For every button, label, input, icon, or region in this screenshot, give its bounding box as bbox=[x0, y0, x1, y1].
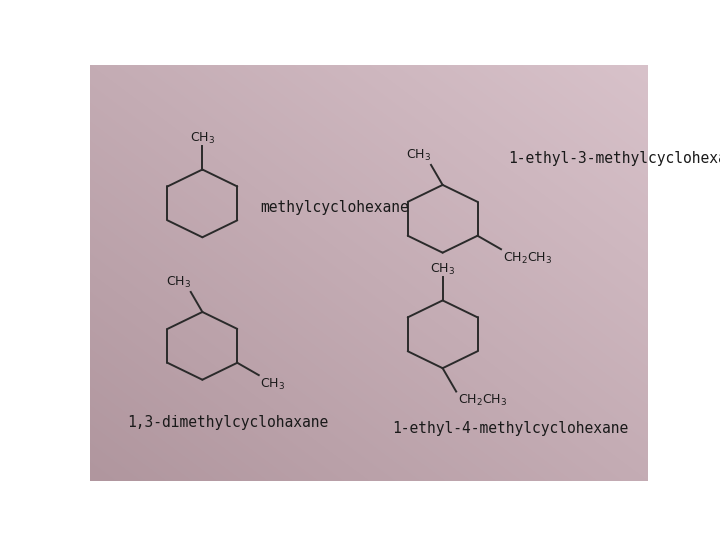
Text: CH$_3$: CH$_3$ bbox=[406, 148, 431, 164]
Text: CH$_2$CH$_3$: CH$_2$CH$_3$ bbox=[503, 251, 552, 266]
Text: CH$_3$: CH$_3$ bbox=[190, 131, 215, 146]
Text: 1,3-dimethylcyclohaxane: 1,3-dimethylcyclohaxane bbox=[127, 415, 328, 430]
Text: 1-ethyl-3-methylcyclohexane: 1-ethyl-3-methylcyclohexane bbox=[508, 151, 720, 166]
Text: 1-ethyl-4-methylcyclohexane: 1-ethyl-4-methylcyclohexane bbox=[392, 421, 629, 436]
Text: CH$_3$: CH$_3$ bbox=[261, 377, 285, 392]
Text: CH$_3$: CH$_3$ bbox=[166, 275, 191, 291]
Text: CH$_3$: CH$_3$ bbox=[430, 262, 455, 278]
Text: CH$_2$CH$_3$: CH$_2$CH$_3$ bbox=[458, 393, 507, 408]
Text: methylcyclohexane: methylcyclohexane bbox=[261, 200, 409, 215]
